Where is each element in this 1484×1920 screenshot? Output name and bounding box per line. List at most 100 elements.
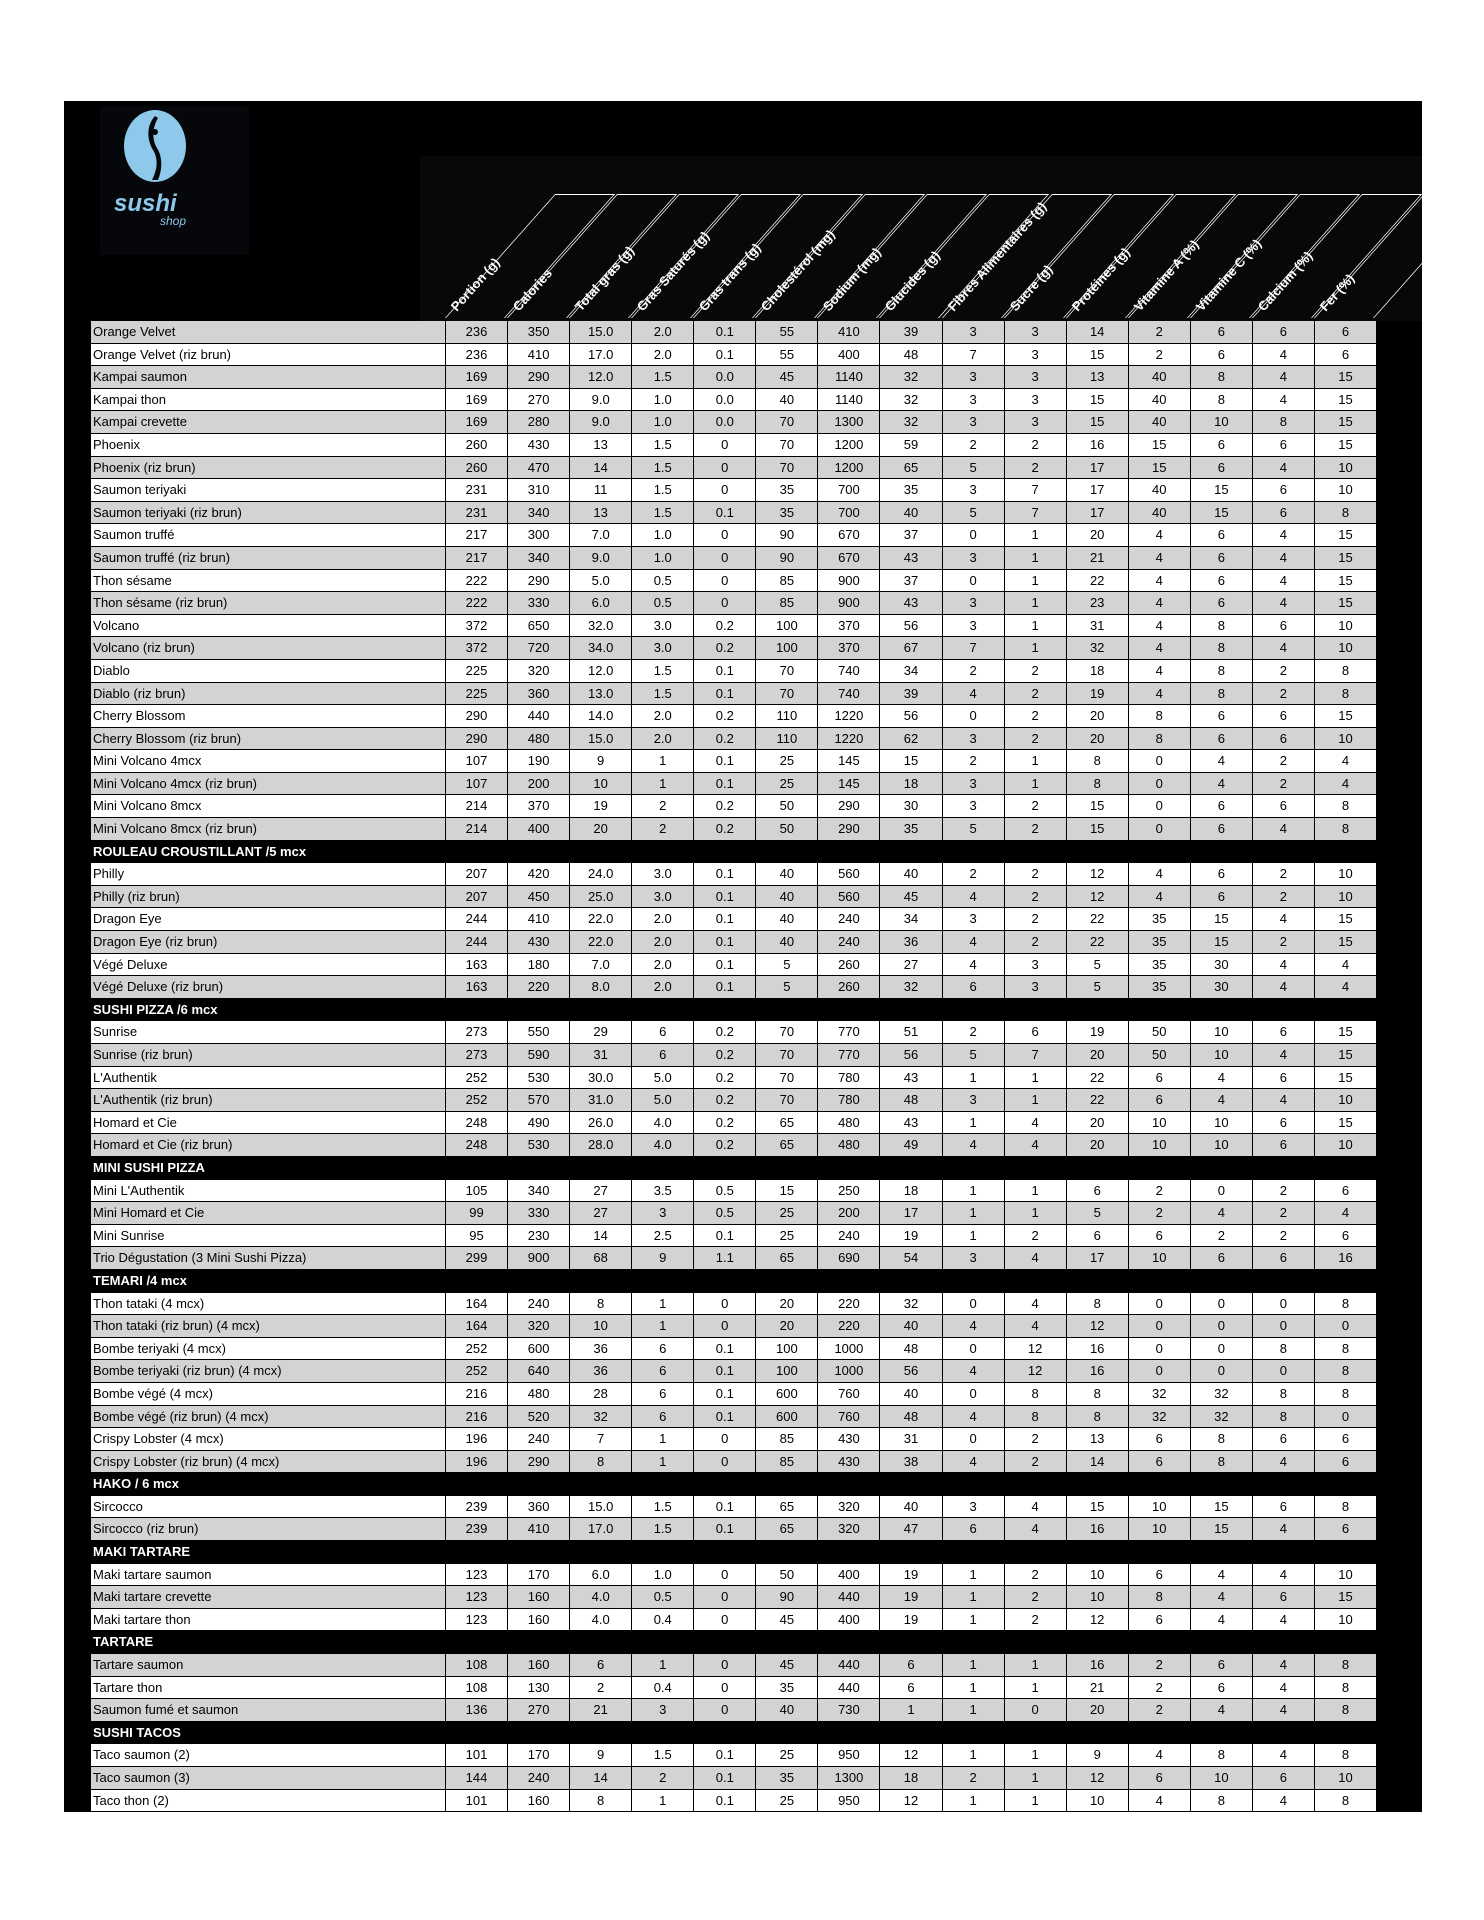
nutrient-value: 10: [1189, 411, 1252, 433]
nutrient-value: 15: [1313, 569, 1376, 592]
nutrient-value: 10: [1127, 1518, 1190, 1541]
nutrient-value: 15: [1189, 501, 1252, 524]
nutrient-value: 0.2: [693, 705, 755, 727]
nutrient-value: 10: [1313, 1767, 1376, 1789]
nutrient-value: 2: [631, 1767, 693, 1789]
nutrient-value: 1200: [817, 456, 879, 479]
nutrient-value: 15: [1065, 388, 1128, 411]
nutrient-value: 244: [445, 931, 507, 953]
nutrient-value: 273: [445, 1021, 507, 1043]
nutrient-value: 1000: [817, 1337, 879, 1360]
nutrient-value: 3: [941, 546, 1004, 569]
nutrient-value: 48: [879, 343, 941, 366]
nutrient-value: 1.5: [631, 456, 693, 479]
nutrient-value: 40: [1127, 411, 1190, 433]
nutrient-value: 6: [631, 1044, 693, 1066]
nutrient-value: 7: [941, 343, 1004, 366]
nutrient-value: 2: [1003, 863, 1066, 885]
nutrient-value: 36: [569, 1360, 631, 1382]
nutrient-value: 15: [1127, 433, 1190, 456]
nutrient-value: 43: [879, 546, 941, 569]
nutrient-value: 590: [507, 1044, 569, 1066]
item-name: Maki tartare crevette: [93, 1589, 212, 1605]
nutrient-value: 3: [1003, 411, 1066, 433]
nutrient-value: 10: [1065, 1586, 1128, 1608]
nutrient-value: 290: [817, 795, 879, 818]
nutrient-value: 5.0: [631, 1066, 693, 1089]
nutrient-value: 9: [631, 1247, 693, 1269]
nutrient-value: 9: [569, 750, 631, 772]
nutrient-value: 4: [1251, 388, 1314, 411]
nutrient-value: 0.2: [693, 637, 755, 659]
nutrient-value: 40: [879, 863, 941, 885]
nutrient-value: 12: [1065, 1767, 1128, 1789]
nutrient-value: 530: [507, 1134, 569, 1156]
nutrient-value: 15: [1313, 524, 1376, 546]
nutrient-value: 17.0: [569, 343, 631, 366]
nutrient-value: 36: [879, 931, 941, 953]
nutrient-value: 231: [445, 479, 507, 501]
nutrient-value: 9.0: [569, 411, 631, 433]
nutrient-value: 700: [817, 501, 879, 524]
nutrient-value: 0: [1127, 795, 1190, 818]
nutrient-value: 22.0: [569, 931, 631, 953]
nutrient-value: 8: [1251, 1337, 1314, 1360]
nutrient-value: 7: [941, 637, 1004, 659]
nutrient-value: 50: [1127, 1044, 1190, 1066]
nutrient-value: 0: [693, 592, 755, 614]
table-row: Saumon truffé (riz brun) 217 340 9.0 1.0 0 90 6…: [91, 546, 1376, 570]
nutrient-value: 2.5: [631, 1224, 693, 1247]
nutrient-value: 1: [941, 1066, 1004, 1089]
nutrient-value: 10: [1189, 1111, 1252, 1134]
nutrient-value: 170: [507, 1563, 569, 1586]
nutrient-value: 244: [445, 908, 507, 931]
nutrient-value: 3: [941, 592, 1004, 614]
nutrient-value: 30: [1189, 976, 1252, 998]
nutrient-value: 1: [941, 1676, 1004, 1699]
nutrient-value: 1.1: [693, 1247, 755, 1269]
table-row: Sunrise 273 550 29 6 0.2 70 770 51 2 6 19 50 10 6 15: [91, 1021, 1376, 1044]
nutrient-value: 3: [1003, 976, 1066, 998]
nutrient-value: 0: [693, 1676, 755, 1699]
nutrient-value: 108: [445, 1654, 507, 1676]
nutrient-value: 4: [1251, 1089, 1314, 1111]
nutrient-value: 410: [817, 321, 879, 343]
table-row: Dragon Eye 244 410 22.0 2.0 0.1 40 240 34 3 2 22 35 1…: [91, 908, 1376, 932]
nutrient-value: 440: [817, 1654, 879, 1676]
nutrient-value: 6: [1189, 343, 1252, 366]
nutrient-value: 2: [1251, 885, 1314, 908]
nutrient-value: 1: [1003, 1676, 1066, 1699]
nutrient-value: 8: [1127, 1586, 1190, 1608]
nutrient-value: 10: [1313, 479, 1376, 501]
nutrient-value: 0.2: [693, 727, 755, 750]
section-title: SUSHI PIZZA /6 mcx: [91, 998, 1376, 1022]
nutrient-value: 29: [569, 1021, 631, 1043]
nutrient-value: 220: [507, 976, 569, 998]
nutrient-value: 2: [1251, 682, 1314, 705]
nutrient-value: 8: [1065, 750, 1128, 772]
nutrient-value: 0.1: [693, 659, 755, 682]
nutrient-value: 169: [445, 366, 507, 388]
column-header: Calories: [507, 194, 678, 318]
nutrient-value: 0: [693, 1699, 755, 1721]
nutrient-value: 0: [1127, 818, 1190, 840]
nutrient-value: 4: [1127, 569, 1190, 592]
nutrient-value: 8: [1065, 1382, 1128, 1405]
nutrient-value: 450: [507, 885, 569, 908]
nutrient-value: 70: [755, 1066, 817, 1089]
nutrient-value: 6: [1251, 727, 1314, 750]
nutrient-value: 6: [1065, 1224, 1128, 1247]
nutrient-value: 8: [1313, 659, 1376, 682]
nutrient-value: 0: [693, 1608, 755, 1631]
nutrient-value: 8.0: [569, 976, 631, 998]
nutrient-value: 0: [1189, 1179, 1252, 1202]
nutrient-value: 27: [879, 953, 941, 976]
nutrient-value: 6: [631, 1021, 693, 1043]
nutrient-value: 6: [1251, 1021, 1314, 1043]
nutrient-value: 8: [1189, 1789, 1252, 1812]
nutrient-value: 252: [445, 1066, 507, 1089]
nutrient-value: 17.0: [569, 1518, 631, 1541]
nutrient-value: 950: [817, 1789, 879, 1812]
nutrient-value: 9.0: [569, 388, 631, 411]
nutrient-value: 4: [1251, 592, 1314, 614]
